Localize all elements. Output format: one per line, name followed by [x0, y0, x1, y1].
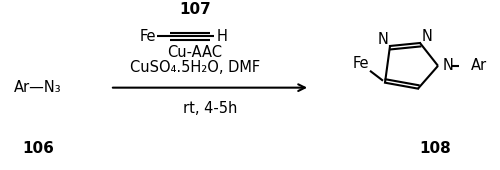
Text: 107: 107 — [179, 2, 211, 17]
Text: N: N — [378, 32, 388, 47]
Text: Ar—N₃: Ar—N₃ — [14, 80, 62, 95]
Text: N: N — [443, 58, 454, 73]
Text: Cu-AAC: Cu-AAC — [168, 45, 222, 60]
Text: 106: 106 — [22, 141, 54, 156]
Text: Fe: Fe — [353, 56, 369, 71]
Text: Ar: Ar — [471, 58, 487, 73]
Text: H: H — [216, 29, 228, 44]
Text: 108: 108 — [419, 141, 451, 156]
Text: Fe: Fe — [140, 29, 156, 44]
Text: N: N — [422, 29, 432, 44]
Text: rt, 4-5h: rt, 4-5h — [183, 101, 237, 116]
Text: CuSO₄.5H₂O, DMF: CuSO₄.5H₂O, DMF — [130, 60, 260, 75]
